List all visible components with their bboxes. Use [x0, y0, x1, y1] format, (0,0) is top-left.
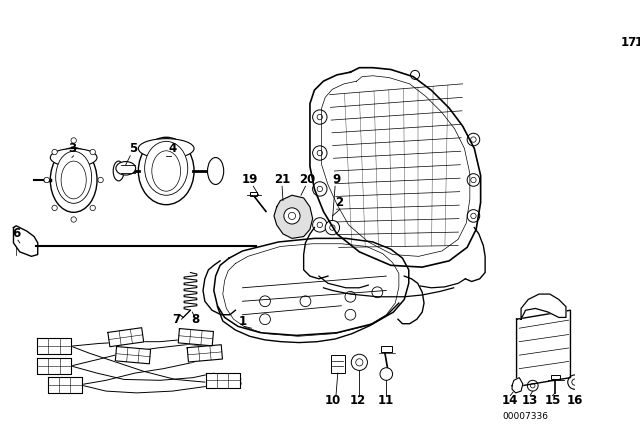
Polygon shape	[516, 310, 570, 387]
Circle shape	[317, 114, 323, 120]
Circle shape	[351, 354, 367, 370]
Ellipse shape	[152, 151, 180, 191]
Polygon shape	[521, 294, 566, 319]
Circle shape	[312, 218, 327, 232]
Ellipse shape	[51, 148, 97, 212]
Ellipse shape	[138, 137, 194, 205]
Circle shape	[98, 177, 103, 183]
Text: 17: 17	[635, 36, 640, 49]
Text: 7: 7	[172, 313, 180, 326]
Circle shape	[52, 205, 58, 211]
Ellipse shape	[113, 161, 124, 181]
Circle shape	[527, 380, 538, 391]
Polygon shape	[108, 327, 143, 347]
Circle shape	[90, 149, 95, 155]
Polygon shape	[115, 346, 150, 364]
Ellipse shape	[145, 142, 188, 195]
Bar	[597, 35, 606, 41]
Circle shape	[317, 222, 323, 228]
Polygon shape	[512, 378, 523, 393]
Text: 21: 21	[274, 173, 290, 186]
Polygon shape	[37, 358, 71, 374]
Polygon shape	[178, 328, 214, 346]
Circle shape	[312, 182, 327, 196]
Text: 1: 1	[239, 314, 246, 327]
Circle shape	[90, 205, 95, 211]
Text: 16: 16	[567, 394, 583, 407]
Bar	[331, 355, 345, 373]
Circle shape	[52, 149, 58, 155]
Text: 9: 9	[333, 173, 341, 186]
Circle shape	[325, 220, 340, 235]
Polygon shape	[205, 373, 240, 388]
Bar	[550, 375, 560, 379]
Polygon shape	[47, 377, 82, 393]
Ellipse shape	[51, 149, 97, 167]
Circle shape	[312, 146, 327, 160]
Ellipse shape	[61, 161, 86, 199]
Circle shape	[312, 110, 327, 124]
Ellipse shape	[116, 162, 136, 175]
Text: 2: 2	[335, 196, 344, 209]
Text: 8: 8	[192, 313, 200, 326]
Circle shape	[467, 210, 480, 222]
Text: 00007336: 00007336	[502, 412, 548, 421]
Bar	[597, 45, 606, 50]
Ellipse shape	[138, 138, 194, 159]
Circle shape	[317, 151, 323, 156]
Text: 13: 13	[522, 394, 538, 407]
Text: 17: 17	[621, 36, 637, 49]
Ellipse shape	[56, 151, 92, 203]
Text: 5: 5	[129, 142, 137, 155]
Text: 3: 3	[68, 142, 76, 155]
Text: 18: 18	[227, 375, 244, 388]
Circle shape	[467, 174, 480, 186]
Polygon shape	[13, 226, 38, 256]
Text: 12: 12	[349, 394, 365, 407]
Polygon shape	[187, 345, 223, 362]
Text: 6: 6	[12, 228, 20, 241]
Text: 14: 14	[502, 394, 518, 407]
Ellipse shape	[207, 158, 224, 185]
Circle shape	[568, 375, 582, 389]
Text: 4: 4	[168, 142, 177, 155]
Polygon shape	[37, 338, 71, 354]
Circle shape	[44, 177, 49, 183]
Text: 20: 20	[299, 173, 316, 186]
Text: 11: 11	[378, 394, 394, 407]
Circle shape	[71, 138, 76, 143]
Bar	[596, 41, 608, 45]
Circle shape	[71, 217, 76, 222]
Bar	[250, 192, 257, 196]
Circle shape	[380, 368, 392, 380]
Text: 15: 15	[544, 394, 561, 407]
Text: 19: 19	[241, 173, 258, 186]
Text: 10: 10	[324, 394, 340, 407]
Polygon shape	[214, 238, 409, 336]
Bar	[381, 346, 392, 353]
Polygon shape	[310, 68, 481, 267]
Circle shape	[284, 208, 300, 224]
Circle shape	[467, 133, 480, 146]
Polygon shape	[274, 195, 312, 238]
Circle shape	[317, 186, 323, 192]
